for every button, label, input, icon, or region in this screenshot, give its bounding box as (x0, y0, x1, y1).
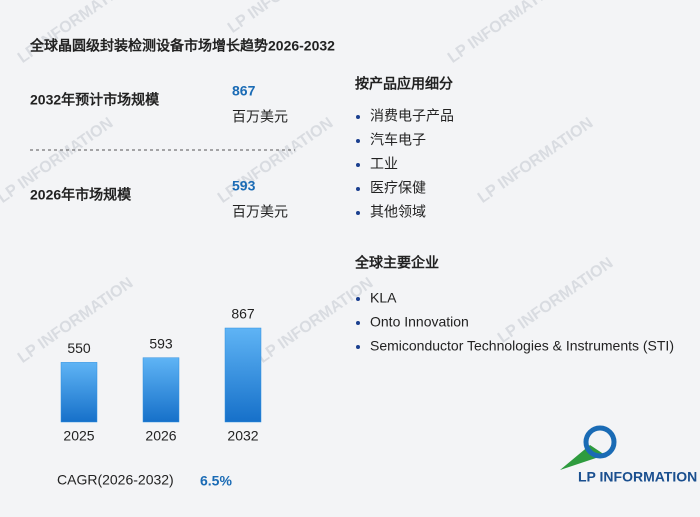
value-label: 550 (67, 340, 91, 356)
watermark: LP INFORMATION (475, 115, 596, 207)
watermark: LP INFORMATION (15, 0, 136, 67)
list-item: 医疗保健 (370, 180, 426, 196)
x-tick-label: 2025 (63, 428, 94, 444)
section-title: 按产品应用细分 (355, 76, 453, 92)
market-label: 2032年预计市场规模 (30, 92, 160, 108)
bullet (356, 297, 360, 301)
bullet (356, 211, 360, 215)
cagr-value: 6.5% (200, 473, 232, 489)
section-title: 全球主要企业 (354, 255, 439, 271)
list-item: 其他领域 (370, 204, 426, 220)
value-label: 867 (231, 306, 255, 322)
market-unit: 百万美元 (232, 204, 288, 220)
bullet (356, 345, 360, 349)
list-item: Semiconductor Technologies & Instruments… (370, 338, 674, 354)
watermark: LP INFORMATION (255, 275, 376, 367)
market-value: 867 (232, 83, 256, 99)
bullet (356, 139, 360, 143)
bar (142, 357, 180, 423)
x-tick-label: 2032 (227, 428, 258, 444)
bar (224, 327, 262, 423)
bullet (356, 187, 360, 191)
list-item: KLA (370, 290, 397, 306)
list-item: 消费电子产品 (370, 108, 454, 124)
title: 全球晶圆级封装检测设备市场增长趋势2026-2032 (29, 38, 335, 54)
bullet (356, 321, 360, 325)
watermark: LP INFORMATION (225, 0, 346, 37)
list-item: Onto Innovation (370, 314, 469, 330)
bullet (356, 163, 360, 167)
market-value: 593 (232, 178, 256, 194)
bar (60, 362, 98, 423)
watermark: LP INFORMATION (495, 255, 616, 347)
watermark: LP INFORMATION (445, 0, 566, 67)
market-unit: 百万美元 (232, 109, 288, 125)
logo-text: LP INFORMATION (578, 469, 697, 485)
market-label: 2026年市场规模 (30, 187, 132, 203)
cagr-label: CAGR(2026-2032) (57, 472, 174, 488)
logo: LP INFORMATION (560, 425, 697, 485)
x-tick-label: 2026 (145, 428, 176, 444)
list-item: 汽车电子 (370, 132, 426, 148)
value-label: 593 (149, 335, 173, 351)
list-item: 工业 (370, 156, 398, 172)
bullet (356, 115, 360, 119)
